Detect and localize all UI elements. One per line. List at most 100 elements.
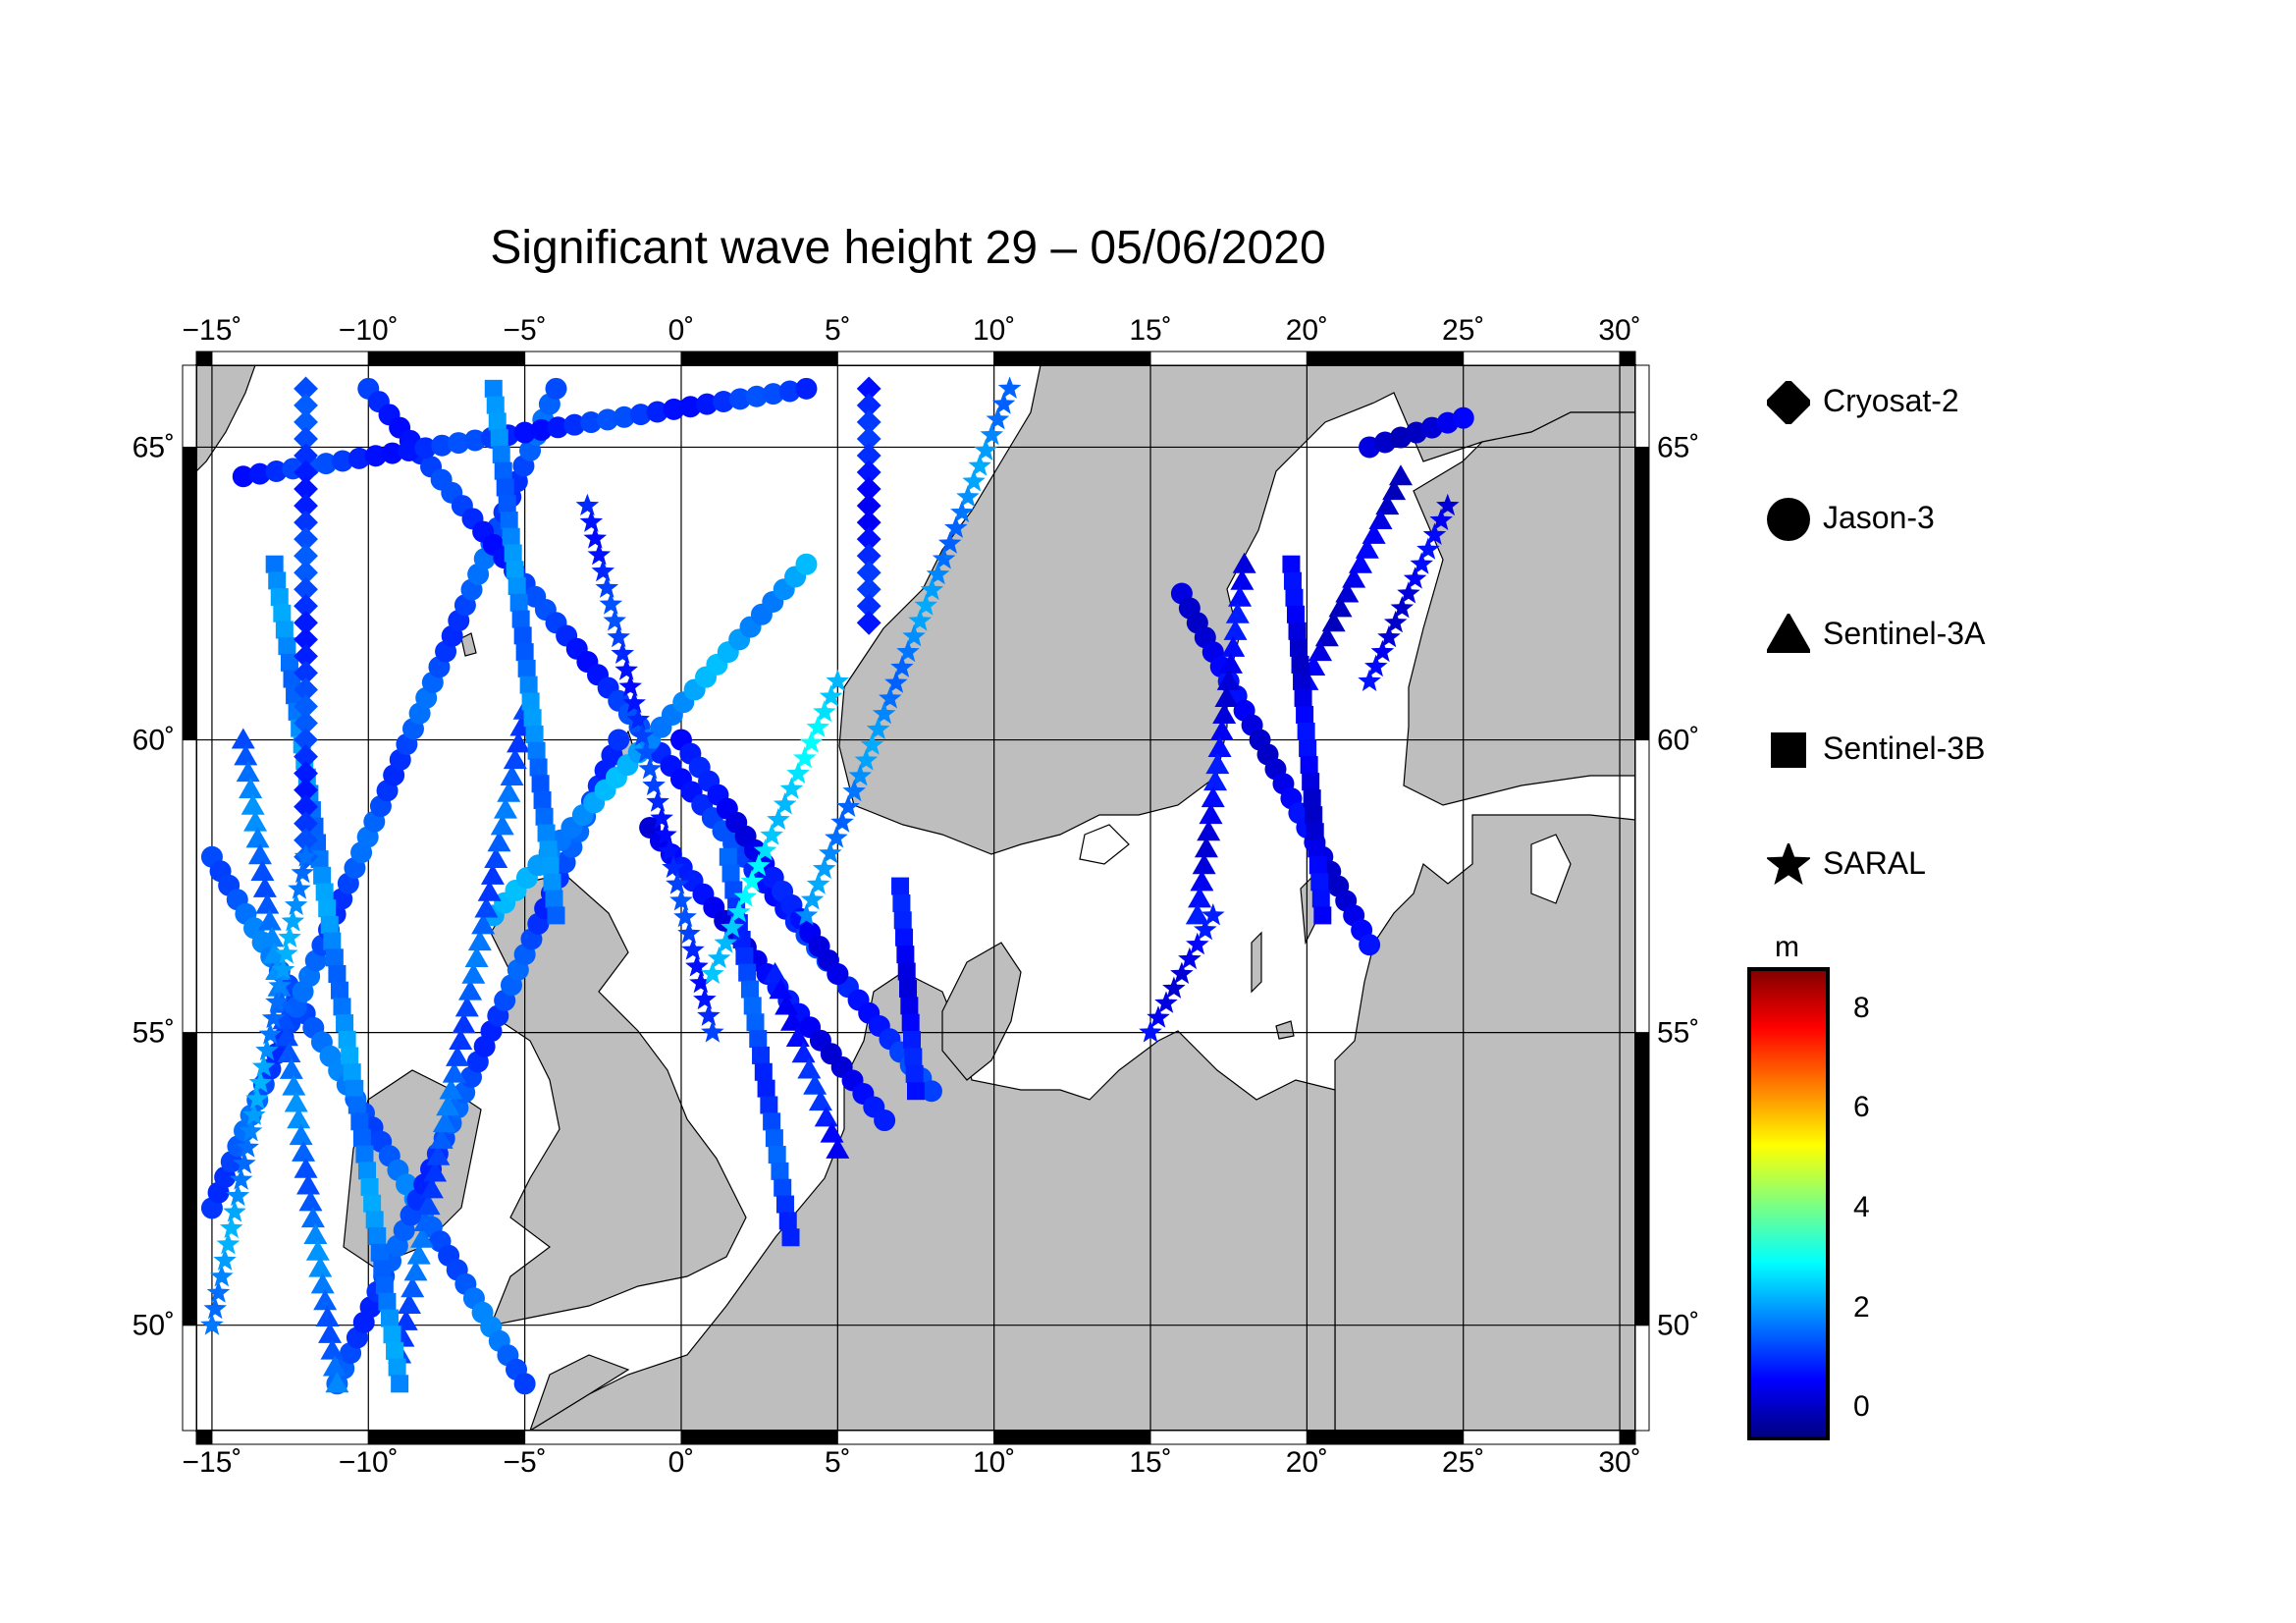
- triangle-marker: [313, 1289, 338, 1311]
- square-marker: [896, 946, 915, 964]
- square-marker: [533, 791, 552, 810]
- star-marker: [291, 860, 314, 884]
- diamond-marker: [294, 661, 318, 685]
- triangle-marker: [1199, 803, 1223, 825]
- longitude-tick-label: 20˚: [1286, 314, 1328, 347]
- triangle-marker: [1314, 625, 1339, 647]
- frame-segment-right: [1634, 446, 1650, 741]
- lake-vanern: [1079, 824, 1130, 865]
- star-marker: [1201, 903, 1225, 926]
- square-marker: [378, 1292, 397, 1311]
- diamond-marker: [294, 460, 318, 485]
- diamond-marker: [294, 576, 318, 602]
- triangle-marker: [397, 1293, 421, 1315]
- longitude-tick-label: −5˚: [504, 1446, 547, 1479]
- land-faroe: [460, 632, 477, 657]
- square-marker: [900, 997, 919, 1015]
- square-marker: [506, 561, 524, 579]
- star-marker: [681, 938, 705, 960]
- diamond-marker: [294, 677, 318, 702]
- triangle-marker: [1375, 494, 1400, 515]
- triangle-marker: [471, 913, 496, 935]
- square-marker: [543, 873, 561, 892]
- triangle-marker: [274, 1025, 298, 1047]
- land-oland: [1251, 931, 1262, 994]
- triangle-marker: [474, 896, 499, 918]
- circle-marker: [547, 416, 569, 439]
- square-marker: [893, 911, 912, 930]
- square-marker: [1300, 756, 1318, 775]
- longitude-tick-label: 30˚: [1598, 1446, 1640, 1479]
- square-marker: [904, 1048, 923, 1066]
- latitude-tick-label: 65˚: [133, 431, 175, 463]
- triangle-marker: [779, 1009, 804, 1031]
- square-marker: [352, 1128, 371, 1147]
- square-marker: [1297, 723, 1315, 741]
- circle-marker: [762, 383, 784, 406]
- square-marker: [763, 1112, 781, 1131]
- star-marker: [1370, 639, 1395, 663]
- triangle-marker: [231, 728, 255, 749]
- star-marker: [689, 970, 713, 994]
- circle-marker: [613, 406, 635, 428]
- triangle-marker: [240, 793, 265, 815]
- square-marker: [721, 864, 740, 883]
- star-marker: [1139, 1020, 1162, 1043]
- square-marker: [541, 857, 560, 876]
- star-marker: [896, 639, 920, 663]
- square-marker: [757, 1079, 775, 1098]
- star-marker: [1410, 552, 1433, 574]
- land-scandinavia: [838, 365, 1635, 855]
- star-marker: [908, 609, 932, 631]
- square-marker: [778, 1212, 797, 1230]
- square-marker: [539, 840, 558, 859]
- star-marker: [753, 839, 777, 861]
- frame-segment-top: [524, 351, 682, 366]
- legend-label: Sentinel-3B: [1823, 730, 1986, 766]
- triangle-marker: [494, 797, 518, 819]
- square-marker: [1311, 890, 1330, 908]
- square-marker: [347, 1096, 366, 1114]
- star-marker: [902, 623, 926, 647]
- star-icon: [1767, 843, 1810, 886]
- colorbar-tick-label: 2: [1853, 1290, 1870, 1324]
- star-marker: [944, 515, 968, 538]
- triangle-marker: [289, 1124, 313, 1146]
- diamond-marker: [294, 409, 318, 435]
- circle-marker: [364, 445, 387, 467]
- square-marker: [486, 396, 505, 414]
- longitude-tick-label: 20˚: [1286, 1446, 1328, 1479]
- star-marker: [251, 1055, 276, 1077]
- circle-marker: [663, 398, 685, 420]
- square-marker: [320, 915, 339, 934]
- star-marker: [638, 756, 662, 780]
- star-marker: [595, 575, 619, 598]
- longitude-tick-label: 5˚: [825, 1446, 851, 1479]
- star-marker: [786, 761, 810, 784]
- square-marker: [1290, 638, 1308, 657]
- square-marker: [775, 1195, 794, 1214]
- square-marker: [771, 1162, 789, 1180]
- star-marker: [669, 889, 693, 911]
- triangle-marker: [1388, 464, 1413, 486]
- land-finland: [1403, 411, 1635, 806]
- square-marker: [768, 1146, 786, 1164]
- star-marker: [579, 510, 604, 532]
- star-marker: [707, 946, 731, 969]
- frame-segment-bottom: [211, 1430, 369, 1445]
- triangle-icon: [1767, 614, 1810, 653]
- longitude-tick-label: 10˚: [973, 314, 1015, 347]
- square-marker: [547, 906, 565, 925]
- diamond-marker: [294, 794, 318, 820]
- star-marker: [1383, 610, 1408, 633]
- frame-segment-top: [1149, 351, 1308, 366]
- star-marker: [830, 810, 854, 833]
- square-marker: [350, 1112, 369, 1131]
- circle-marker: [596, 408, 618, 431]
- square-marker: [375, 1276, 394, 1295]
- square-marker: [509, 593, 528, 612]
- square-marker: [270, 588, 289, 607]
- star-marker: [1397, 581, 1420, 604]
- circle-marker: [513, 1373, 536, 1395]
